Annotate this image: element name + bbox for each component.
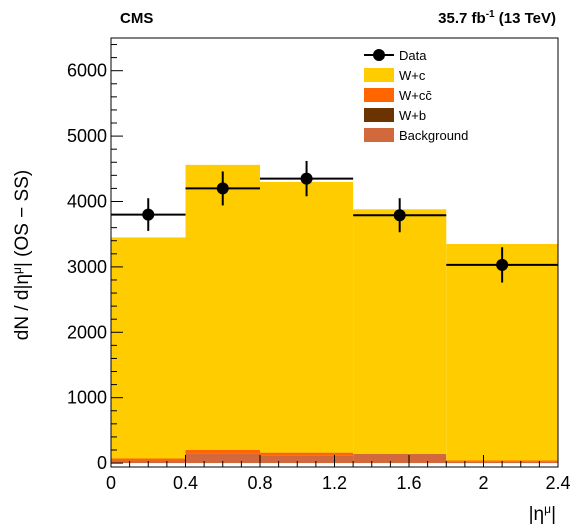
data-marker: [496, 258, 509, 271]
legend-data-marker: [373, 49, 385, 61]
bar-background-3: [353, 453, 447, 464]
x-tick-label: 0.4: [173, 473, 198, 493]
bar-wcc-2: [260, 452, 354, 456]
data-point: [111, 198, 186, 231]
data-marker: [216, 182, 229, 195]
luminosity-label: 35.7 fb-1 (13 TeV): [438, 9, 556, 27]
y-tick-label: 0: [97, 453, 107, 473]
y-axis-title-main: dN / d|η: [12, 274, 33, 340]
x-tick-label: 0: [106, 473, 116, 493]
bar-wcc-0: [111, 458, 186, 461]
legend: Data W+c W+cc̄ W+b Background: [364, 48, 468, 143]
y-tick-label: 4000: [67, 191, 107, 211]
data-point: [353, 198, 447, 233]
legend-entry: W+cc̄: [364, 88, 432, 103]
y-axis-title-sup: μ: [10, 267, 24, 274]
data-marker: [393, 209, 406, 222]
legend-entry: W+b: [364, 108, 426, 123]
x-tick-label: 2.4: [545, 473, 570, 493]
lumi-energy: (13 TeV): [495, 10, 556, 27]
bar-background-1: [185, 453, 260, 464]
legend-swatch: [364, 88, 394, 102]
experiment-label: CMS: [120, 10, 153, 27]
x-axis-title-main: |η: [529, 504, 545, 525]
data-marker: [142, 208, 155, 221]
x-tick-label: 2: [478, 473, 488, 493]
legend-label: Background: [399, 128, 468, 143]
data-point: [446, 247, 558, 283]
bar-wc-1: [185, 164, 260, 450]
bar-wc-0: [111, 237, 186, 459]
y-tick-label: 5000: [67, 126, 107, 146]
legend-label: W+b: [399, 108, 426, 123]
legend-entry: W+c: [364, 68, 426, 83]
x-axis-title: |ημ|: [529, 502, 556, 525]
x-axis-title-sup: μ: [544, 502, 551, 516]
y-tick-label: 1000: [67, 388, 107, 408]
legend-entry: Background: [364, 128, 468, 143]
x-tick-label: 1.2: [322, 473, 347, 493]
y-axis-title-end: | (OS − SS): [12, 170, 33, 267]
x-tick-label: 0.8: [247, 473, 272, 493]
bar-background-2: [260, 455, 354, 464]
data-marker: [300, 172, 313, 185]
lumi-value: 35.7 fb: [438, 10, 486, 27]
legend-label: W+cc̄: [399, 88, 432, 103]
x-tick-label: 1.6: [396, 473, 421, 493]
stacked-bars: [111, 164, 558, 464]
data-point: [185, 171, 260, 206]
legend-entry: Data: [364, 48, 427, 63]
legend-label: W+c: [399, 68, 426, 83]
legend-swatch: [364, 108, 394, 122]
lumi-exponent: -1: [486, 9, 495, 20]
plot-frame: 0 1000 2000 3000 4000 5000 6000 0 0.4 0.8 1.2 1.6 2 2…: [67, 37, 571, 493]
y-tick-label: 6000: [67, 61, 107, 81]
y-axis-title: dN / d|ημ| (OS − SS): [10, 170, 33, 340]
bar-wc-3: [353, 209, 447, 454]
bar-wcc-1: [185, 449, 260, 454]
x-axis-title-end: |: [551, 504, 556, 525]
bar-wc-2: [260, 181, 354, 453]
data-point: [260, 160, 354, 197]
legend-swatch: [364, 128, 394, 142]
y-tick-label: 3000: [67, 257, 107, 277]
legend-label: Data: [399, 48, 427, 63]
y-tick-label: 2000: [67, 322, 107, 342]
legend-swatch: [364, 68, 394, 82]
data-points: [111, 160, 558, 283]
